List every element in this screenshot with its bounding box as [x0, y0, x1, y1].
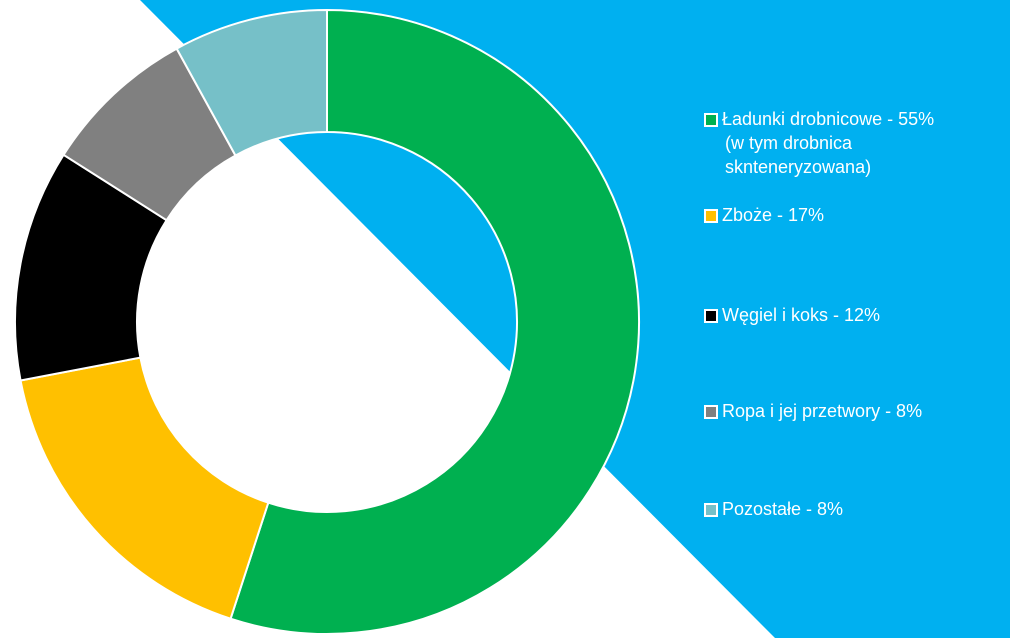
- legend-marker: [704, 309, 718, 323]
- legend-marker: [704, 503, 718, 517]
- slice: [19, 356, 270, 620]
- legend-label: Ropa i jej przetwory - 8%: [722, 401, 922, 421]
- legend-marker: [704, 405, 718, 419]
- legend-marker: [704, 209, 718, 223]
- legend-label: Pozostałe - 8%: [722, 499, 843, 519]
- legend-label: Zboże - 17%: [722, 205, 824, 225]
- legend-label: Węgiel i koks - 12%: [722, 305, 880, 325]
- legend-label: Ładunki drobnicowe - 55%: [722, 109, 934, 129]
- legend-label: sknteneryzowana): [725, 157, 871, 177]
- legend-label: (w tym drobnica: [725, 133, 853, 153]
- slice: [229, 8, 640, 635]
- slice: [175, 8, 328, 157]
- legend-marker: [704, 113, 718, 127]
